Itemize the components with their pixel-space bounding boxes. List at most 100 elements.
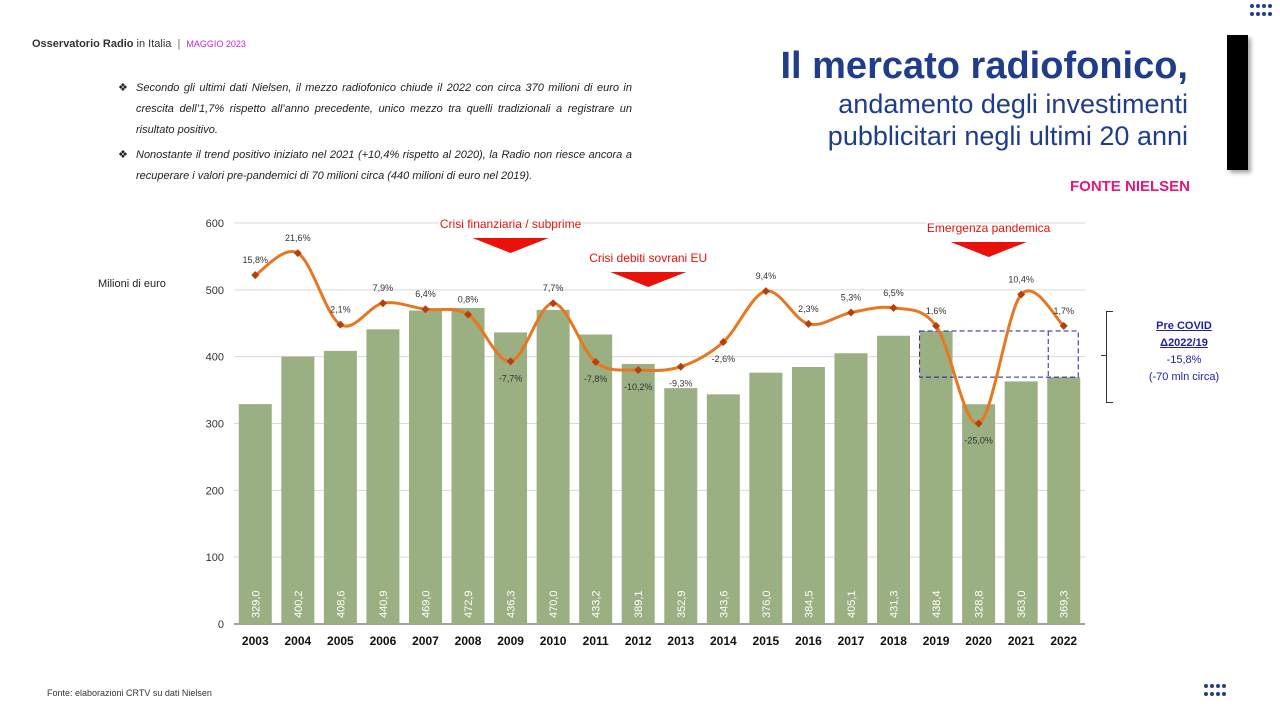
bar — [536, 309, 570, 624]
x-tick-label: 2005 — [327, 634, 354, 648]
bullet-diamond-icon: ❖ — [118, 149, 128, 161]
y-tick-label: 400 — [206, 352, 224, 364]
y-tick-label: 200 — [206, 485, 224, 497]
line-point — [846, 308, 855, 317]
crisis-label: Emergenza pandemica — [927, 221, 1051, 235]
line-point — [676, 362, 685, 371]
line-point — [464, 310, 473, 319]
x-tick-label: 2009 — [497, 634, 524, 648]
x-tick-label: 2022 — [1050, 634, 1077, 648]
x-tick-label: 2012 — [625, 634, 652, 648]
line-value-label: -2,6% — [712, 354, 736, 364]
dots-decoration-icon — [1250, 4, 1274, 16]
y-tick-label: 500 — [206, 285, 224, 297]
line-point — [1059, 321, 1068, 330]
dots-decoration-icon — [1204, 684, 1228, 696]
line-value-label: 21,6% — [285, 233, 311, 243]
bar-value-label: 352,9 — [676, 590, 688, 618]
bar-value-label: 343,6 — [718, 590, 730, 618]
line-point — [761, 287, 770, 296]
bar-value-label: 328,8 — [974, 590, 986, 618]
x-tick-label: 2021 — [1008, 634, 1035, 648]
report-date: MAGGIO 2023 — [186, 39, 246, 49]
header-separator: | — [177, 38, 181, 50]
bullet-text: Nonostante il trend positivo iniziato ne… — [136, 149, 632, 182]
crisis-arrow-icon — [472, 238, 549, 253]
bar — [579, 334, 613, 624]
bar-value-label: 436,3 — [506, 590, 518, 618]
y-axis-label: Milioni di euro — [98, 278, 166, 290]
line-point — [421, 305, 430, 314]
bar — [494, 332, 528, 624]
pre-covid-callout: Pre COVID Δ2022/19 -15,8% (-70 mln circa… — [1130, 318, 1238, 386]
line-value-label: 2,3% — [798, 304, 819, 314]
bar — [1004, 381, 1038, 624]
line-value-label: -7,7% — [499, 373, 523, 383]
line-value-label: -9,3% — [669, 379, 693, 389]
bar-value-label: 369,3 — [1059, 590, 1071, 618]
bullet-list: ❖ Secondo gli ultimi dati Nielsen, il me… — [118, 78, 632, 191]
bar — [791, 367, 825, 624]
bar-value-label: 363,0 — [1016, 590, 1028, 618]
x-tick-label: 2017 — [838, 634, 865, 648]
line-point — [804, 319, 813, 328]
x-tick-label: 2013 — [667, 634, 694, 648]
report-header: Osservatorio Radio in Italia | MAGGIO 20… — [32, 38, 246, 50]
line-value-label: 7,7% — [543, 283, 564, 293]
bar-value-label: 431,3 — [889, 590, 901, 618]
line-value-label: 2,1% — [330, 305, 351, 315]
x-tick-label: 2016 — [795, 634, 822, 648]
x-tick-label: 2004 — [284, 634, 311, 648]
bar — [621, 363, 655, 624]
title-main: Il mercato radiofonico, — [780, 45, 1188, 87]
y-tick-label: 0 — [218, 619, 224, 631]
x-tick-label: 2011 — [583, 634, 609, 648]
line-value-label: 7,9% — [373, 283, 394, 293]
bar — [706, 394, 740, 624]
x-tick-label: 2006 — [370, 634, 397, 648]
line-point — [634, 366, 643, 375]
line-value-label: -7,8% — [584, 374, 608, 384]
y-tick-label: 600 — [206, 218, 224, 230]
line-point — [591, 358, 600, 367]
bar — [451, 307, 485, 624]
bar — [664, 388, 698, 624]
line-value-label: 1,7% — [1053, 306, 1074, 316]
line-value-label: -25,0% — [964, 436, 993, 446]
line-point — [336, 320, 345, 329]
bar-value-label: 440,9 — [378, 590, 390, 618]
line-point — [506, 357, 515, 366]
bracket-icon — [1106, 311, 1113, 403]
bar — [408, 310, 442, 624]
bar — [281, 356, 315, 624]
bar-value-label: 469,0 — [420, 590, 432, 618]
y-tick-label: 100 — [206, 552, 224, 564]
bar-value-label: 433,2 — [591, 590, 603, 618]
bar-value-label: 438,4 — [931, 590, 943, 618]
y-tick-label: 300 — [206, 419, 224, 431]
bullet-item: ❖ Secondo gli ultimi dati Nielsen, il me… — [118, 78, 632, 141]
bullet-item: ❖ Nonostante il trend positivo iniziato … — [118, 145, 632, 187]
bullet-text: Secondo gli ultimi dati Nielsen, il mezz… — [136, 82, 632, 136]
line-point — [293, 249, 302, 258]
line-value-label: 6,5% — [883, 288, 904, 298]
bar — [323, 350, 357, 624]
bullet-diamond-icon: ❖ — [118, 82, 128, 94]
pre-covid-title: Pre COVID — [1156, 320, 1212, 332]
line-point — [251, 271, 260, 280]
bar — [366, 329, 400, 624]
crisis-arrow-icon — [950, 242, 1027, 257]
pre-covid-note: (-70 mln circa) — [1148, 371, 1220, 383]
x-tick-label: 2018 — [880, 634, 907, 648]
x-tick-label: 2007 — [412, 634, 439, 648]
title-line-2: andamento degli investimenti — [838, 89, 1188, 119]
bar — [919, 331, 953, 624]
brand-suffix: in Italia — [136, 38, 172, 50]
bar-value-label: 400,2 — [293, 590, 305, 618]
line-value-label: 15,8% — [243, 255, 269, 265]
line-point — [719, 337, 728, 346]
bar — [962, 404, 996, 624]
footer-source: Fonte: elaborazioni CRTV su dati Nielsen — [47, 688, 212, 698]
pre-covid-dashed-box — [919, 330, 1079, 378]
